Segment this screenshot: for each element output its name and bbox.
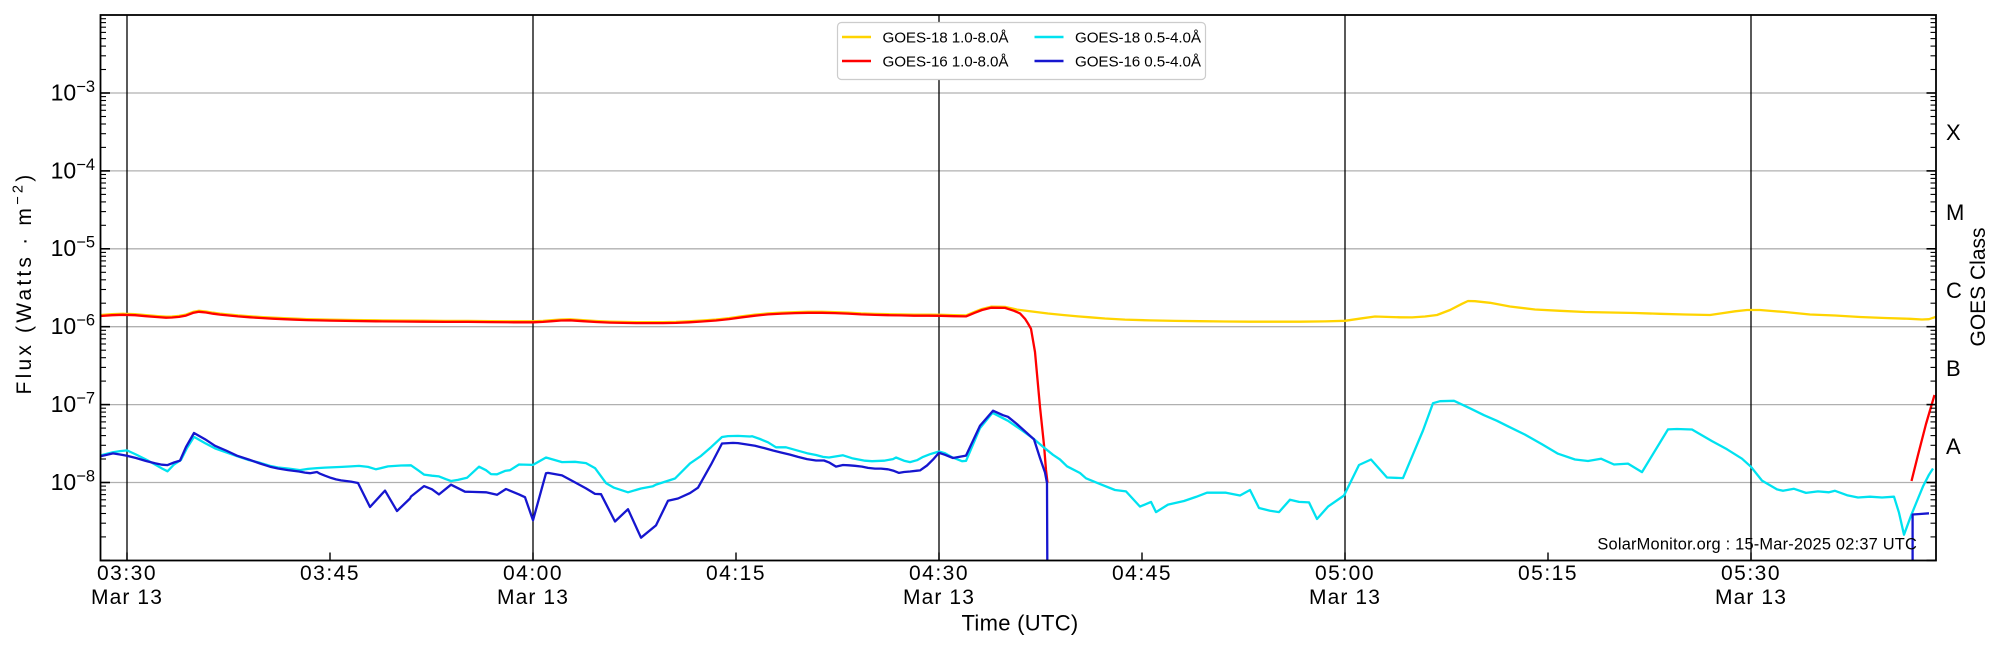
svg-text:03:45: 03:45 <box>300 562 360 585</box>
svg-text:GOES Class: GOES Class <box>1967 227 1990 346</box>
svg-text:Mar 13: Mar 13 <box>91 586 163 609</box>
svg-text:04:30: 04:30 <box>909 562 969 585</box>
svg-text:GOES-18 0.5-4.0Å: GOES-18 0.5-4.0Å <box>1075 29 1202 46</box>
svg-text:GOES-18 1.0-8.0Å: GOES-18 1.0-8.0Å <box>883 29 1010 46</box>
svg-text:B: B <box>1946 356 1961 381</box>
svg-text:Mar 13: Mar 13 <box>1309 586 1381 609</box>
svg-text:A: A <box>1946 434 1961 459</box>
svg-text:05:00: 05:00 <box>1315 562 1375 585</box>
svg-text:Flux (Watts · m−2): Flux (Watts · m−2) <box>11 172 36 395</box>
svg-text:GOES-16 1.0-8.0Å: GOES-16 1.0-8.0Å <box>883 53 1010 70</box>
svg-text:10−7: 10−7 <box>51 390 95 418</box>
svg-text:SolarMonitor.org : 15-Mar-2025: SolarMonitor.org : 15-Mar-2025 02:37 UTC <box>1597 536 1917 554</box>
svg-text:Mar 13: Mar 13 <box>1715 586 1787 609</box>
svg-text:C: C <box>1946 278 1962 303</box>
svg-text:10−4: 10−4 <box>51 156 95 184</box>
svg-text:04:45: 04:45 <box>1112 562 1172 585</box>
svg-text:GOES-16 0.5-4.0Å: GOES-16 0.5-4.0Å <box>1075 53 1202 70</box>
svg-text:05:15: 05:15 <box>1518 562 1578 585</box>
svg-text:05:30: 05:30 <box>1721 562 1781 585</box>
svg-text:03:30: 03:30 <box>97 562 157 585</box>
svg-text:Mar 13: Mar 13 <box>903 586 975 609</box>
svg-text:X: X <box>1946 120 1961 145</box>
svg-text:Time (UTC): Time (UTC) <box>961 611 1078 636</box>
svg-text:04:00: 04:00 <box>503 562 563 585</box>
svg-text:M: M <box>1946 200 1964 225</box>
svg-text:04:15: 04:15 <box>706 562 766 585</box>
svg-text:Mar 13: Mar 13 <box>497 586 569 609</box>
